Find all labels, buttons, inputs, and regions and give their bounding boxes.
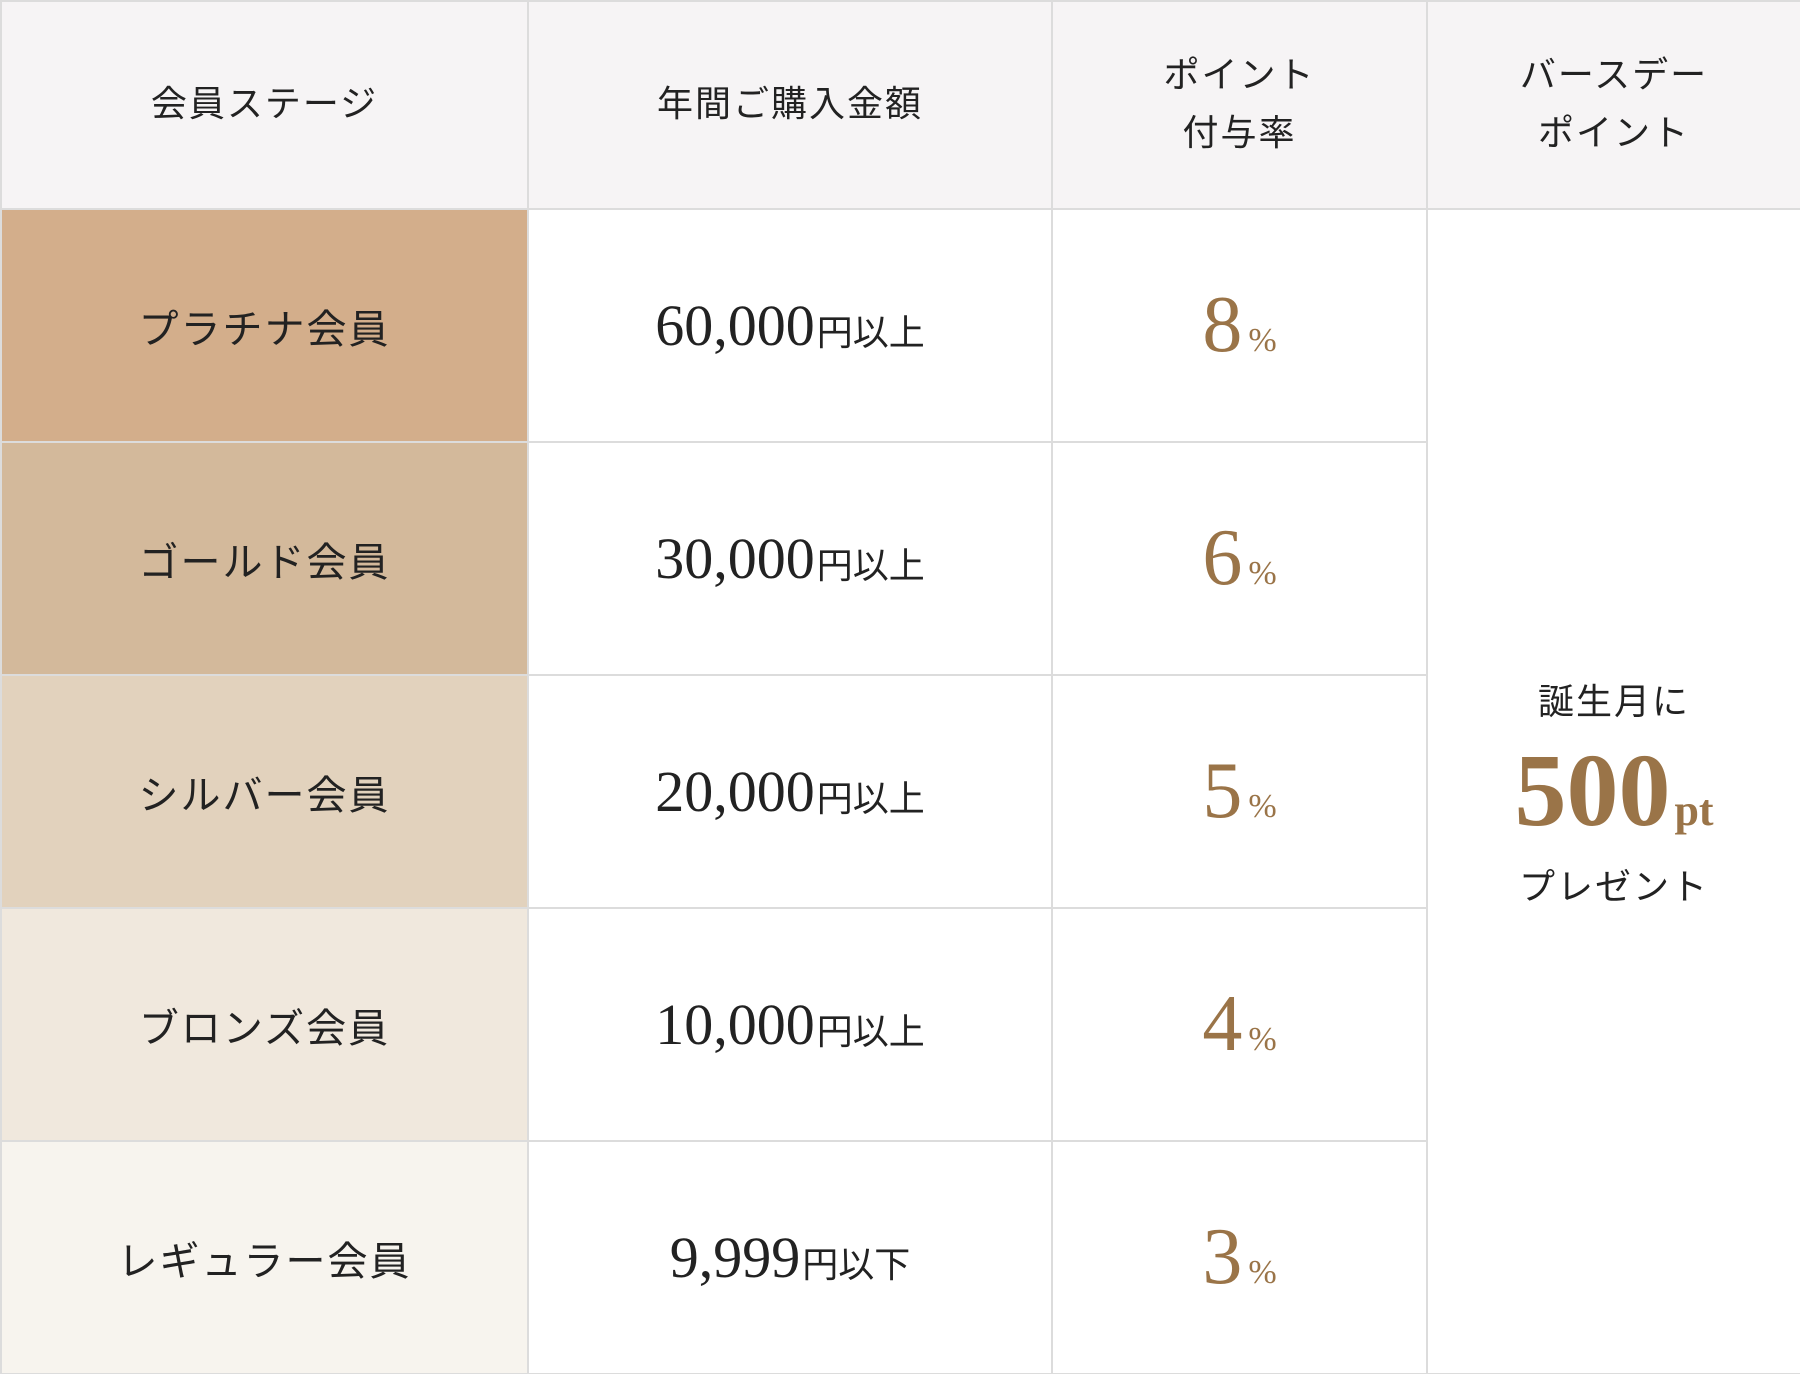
amount: 20,000 bbox=[655, 759, 815, 824]
amount: 30,000 bbox=[655, 526, 815, 591]
rate: 5 bbox=[1202, 747, 1243, 835]
header-cell: バースデー ポイント bbox=[1426, 0, 1800, 210]
rate: 8 bbox=[1202, 281, 1243, 369]
amount-cell: 20,000円以上 bbox=[527, 674, 1053, 909]
birthday-unit: pt bbox=[1674, 786, 1714, 836]
amount-unit: 円以上 bbox=[816, 313, 925, 354]
amount: 10,000 bbox=[655, 992, 815, 1057]
rate-cell: 5% bbox=[1051, 674, 1428, 909]
stage-cell: プラチナ会員 bbox=[0, 208, 529, 443]
amount-unit: 円以上 bbox=[816, 546, 925, 587]
birthday-points: 500 bbox=[1514, 733, 1671, 849]
rate-unit: % bbox=[1248, 1254, 1277, 1291]
rate-unit: % bbox=[1248, 322, 1277, 359]
birthday-amount: 500pt bbox=[1428, 729, 1800, 854]
table-row: レギュラー会員 9,999円以下 3% bbox=[0, 1140, 1800, 1374]
rate-unit: % bbox=[1248, 1021, 1277, 1058]
stage-cell: ゴールド会員 bbox=[0, 441, 529, 676]
table-row: シルバー会員 20,000円以上 5% bbox=[0, 674, 1800, 909]
table-row: ゴールド会員 30,000円以上 6% bbox=[0, 441, 1800, 676]
header-cell: 会員ステージ bbox=[0, 0, 529, 210]
rate-cell: 8% bbox=[1051, 208, 1428, 443]
amount: 60,000 bbox=[655, 293, 815, 358]
rate: 6 bbox=[1202, 514, 1243, 602]
amount-cell: 60,000円以上 bbox=[527, 208, 1053, 443]
stage-cell: ブロンズ会員 bbox=[0, 907, 529, 1142]
birthday-cell: 誕生月に 500pt プレゼント bbox=[1426, 208, 1800, 1374]
amount-cell: 10,000円以上 bbox=[527, 907, 1053, 1142]
amount: 9,999 bbox=[669, 1225, 801, 1290]
rate-unit: % bbox=[1248, 555, 1277, 592]
table-row: ブロンズ会員 10,000円以上 4% bbox=[0, 907, 1800, 1142]
table-row: プラチナ会員 60,000円以上 8% 誕生月に 500pt プレゼント bbox=[0, 208, 1800, 1374]
stage-cell: シルバー会員 bbox=[0, 674, 529, 909]
amount-unit: 円以上 bbox=[816, 779, 925, 820]
birthday-tail: プレゼント bbox=[1518, 866, 1709, 908]
amount-cell: 9,999円以下 bbox=[527, 1140, 1053, 1374]
amount-cell: 30,000円以上 bbox=[527, 441, 1053, 676]
rate-cell: 4% bbox=[1051, 907, 1428, 1142]
rate: 3 bbox=[1202, 1213, 1243, 1301]
birthday-lead: 誕生月に bbox=[1537, 682, 1690, 724]
rate-cell: 3% bbox=[1051, 1140, 1428, 1374]
table-body: プラチナ会員 60,000円以上 8% 誕生月に 500pt プレゼント ゴールド会員 30,… bbox=[0, 208, 1800, 1374]
rate: 4 bbox=[1202, 980, 1243, 1068]
stage-cell: レギュラー会員 bbox=[0, 1140, 529, 1374]
amount-unit: 円以下 bbox=[802, 1245, 911, 1286]
header-row: 会員ステージ 年間ご購入金額 ポイント 付与率 バースデー ポイント bbox=[0, 0, 1800, 210]
amount-unit: 円以上 bbox=[816, 1012, 925, 1053]
rate-unit: % bbox=[1248, 788, 1277, 825]
rate-cell: 6% bbox=[1051, 441, 1428, 676]
header-cell: ポイント 付与率 bbox=[1051, 0, 1428, 210]
header-cell: 年間ご購入金額 bbox=[527, 0, 1053, 210]
